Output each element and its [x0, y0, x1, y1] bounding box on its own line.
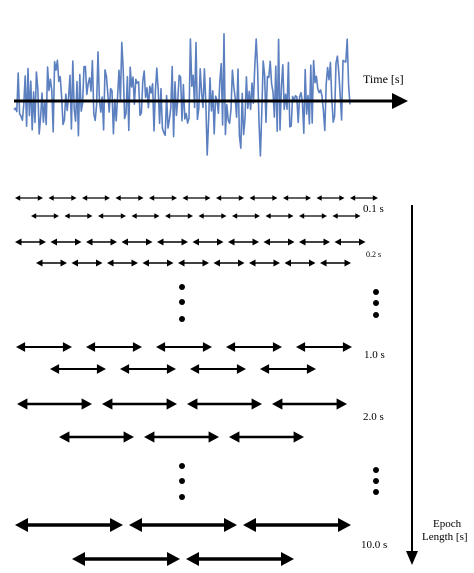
epoch-arrow	[142, 259, 174, 267]
ellipsis-dot	[179, 478, 185, 484]
epoch-arrow	[190, 364, 246, 374]
epoch-arrow	[156, 342, 212, 352]
epoch-arrow	[120, 364, 176, 374]
epoch-arrow	[31, 213, 59, 219]
epoch-arrow	[299, 213, 327, 219]
signal-trace	[13, 32, 351, 157]
epoch-arrow	[48, 195, 77, 201]
epoch-arrow	[121, 238, 153, 246]
ellipsis-dot	[179, 284, 185, 290]
arrow-group-epoch-0-1	[15, 195, 378, 219]
epoch-arrow	[284, 259, 316, 267]
epoch-label-0-2: 0.2 s	[366, 250, 381, 259]
epoch-arrow	[249, 259, 280, 267]
epoch-arrow	[283, 195, 311, 201]
epoch-arrow	[182, 195, 211, 201]
epoch-arrow	[216, 195, 244, 201]
ellipsis-dot	[179, 494, 185, 500]
epoch-arrow	[320, 259, 351, 267]
epoch-arrow	[50, 238, 82, 246]
epoch-label-0-1: 0.1 s	[363, 203, 384, 215]
epoch-arrow	[64, 213, 93, 219]
epoch-arrow	[50, 364, 106, 374]
epoch-arrow	[36, 259, 67, 267]
ellipsis-dot	[179, 299, 185, 305]
epoch-arrow	[16, 342, 72, 352]
arrow-group-epoch-10-0	[15, 518, 351, 566]
epoch-arrow	[86, 342, 142, 352]
epoch-labels: 0.1 s 0.2 s 1.0 s 2.0 s 10.0 s	[361, 203, 387, 551]
epoch-arrow	[332, 213, 361, 219]
ellipsis-dot	[373, 478, 379, 484]
time-axis-label: Time [s]	[363, 72, 404, 86]
epoch-arrow	[265, 213, 294, 219]
ellipsis-dots	[179, 284, 379, 500]
epoch-arrow	[260, 364, 316, 374]
epoch-arrow	[186, 552, 294, 566]
epoch-arrow	[226, 342, 282, 352]
epoch-arrow	[107, 259, 138, 267]
epoch-arrow	[299, 238, 330, 246]
epoch-arrow	[102, 398, 177, 410]
arrow-group-epoch-1-0	[16, 342, 352, 374]
epoch-arrow	[198, 213, 227, 219]
epoch-arrow	[296, 342, 352, 352]
arrow-group-epoch-2-0	[17, 398, 347, 443]
epoch-arrow	[71, 259, 103, 267]
epoch-axis-label-line1: Epoch	[433, 518, 462, 530]
epoch-axis-label-line2: Length [s]	[422, 531, 468, 543]
epoch-label-1-0: 1.0 s	[364, 349, 385, 361]
epoch-arrow	[229, 431, 304, 443]
epoch-arrow	[82, 195, 110, 201]
time-axis: Time [s]	[14, 72, 408, 109]
epoch-axis-arrowhead	[406, 551, 418, 565]
ellipsis-dot	[179, 463, 185, 469]
time-axis-arrowhead	[392, 93, 408, 109]
epoch-arrow	[59, 431, 134, 443]
ellipsis-dot	[373, 289, 379, 295]
epoch-arrow	[165, 213, 193, 219]
epoch-arrow	[249, 195, 278, 201]
epoch-arrow	[232, 213, 260, 219]
epoch-arrow	[316, 195, 345, 201]
epoch-arrow	[350, 195, 378, 201]
epoch-arrow	[131, 213, 160, 219]
epoch-arrow	[334, 238, 366, 246]
ellipsis-dot	[373, 489, 379, 495]
epoch-arrow	[149, 195, 177, 201]
arrow-group-epoch-0-2	[15, 238, 366, 267]
epoch-arrow	[98, 213, 126, 219]
ellipsis-dot	[373, 300, 379, 306]
epoch-arrow	[228, 238, 259, 246]
epoch-label-10-0: 10.0 s	[361, 539, 387, 551]
signal-waveform	[13, 32, 351, 157]
epoch-label-2-0: 2.0 s	[363, 411, 384, 423]
ellipsis-dot	[179, 316, 185, 322]
epoch-arrow	[72, 552, 180, 566]
epoch-arrow	[243, 518, 351, 532]
epoch-arrow	[263, 238, 295, 246]
epoch-arrow	[192, 238, 224, 246]
epoch-arrow	[15, 195, 43, 201]
epoch-arrow	[17, 398, 92, 410]
epoch-arrow	[86, 238, 117, 246]
epoch-length-axis: Epoch Length [s]	[406, 205, 468, 565]
ellipsis-dot	[373, 312, 379, 318]
epoch-arrow	[144, 431, 219, 443]
epoch-arrow	[129, 518, 237, 532]
epoch-arrow	[15, 518, 123, 532]
epoch-rows	[15, 195, 378, 566]
epoch-arrow	[178, 259, 209, 267]
epoch-arrow	[213, 259, 245, 267]
ellipsis-dot	[373, 467, 379, 473]
epoch-arrow	[157, 238, 188, 246]
epoch-arrow	[115, 195, 144, 201]
epoch-arrow	[15, 238, 46, 246]
epoch-arrow	[272, 398, 347, 410]
epoch-arrow	[187, 398, 262, 410]
